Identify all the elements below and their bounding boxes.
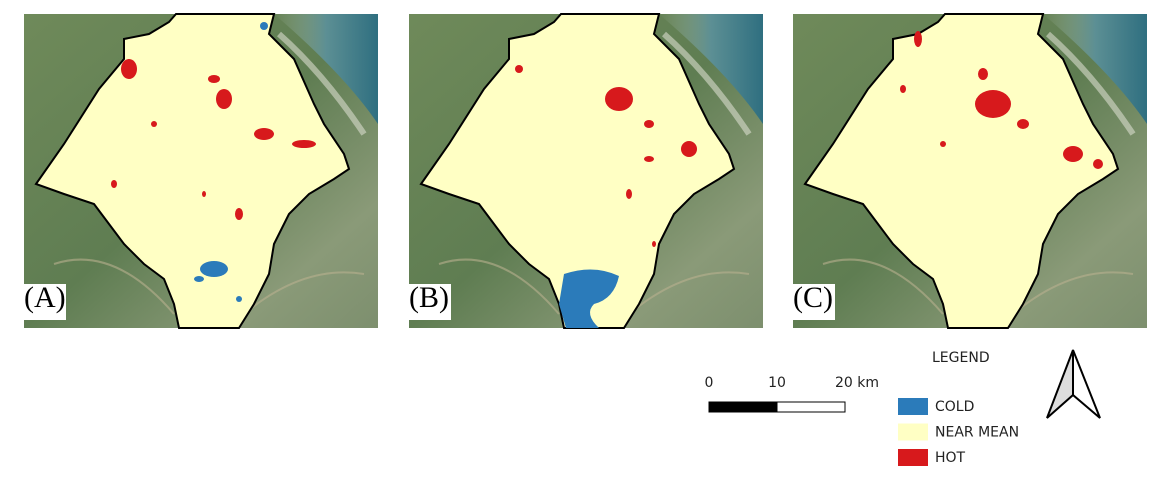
legend-label: NEAR MEAN (935, 425, 1019, 441)
north-arrow (1046, 349, 1101, 419)
scale-label: 0 (705, 375, 714, 391)
legend-label: HOT (935, 450, 966, 466)
map-panel-a (24, 14, 378, 328)
panel-label: (A) (24, 281, 66, 314)
panel-label-box (24, 284, 66, 320)
legend-label: COLD (935, 399, 974, 415)
panel-label: (B) (409, 281, 449, 314)
map-panel-c (793, 14, 1147, 328)
legend-title: LEGEND (932, 350, 990, 366)
panel-label: (C) (793, 281, 833, 314)
scale-bar (708, 401, 846, 413)
map-panel-b (409, 14, 763, 328)
legend-swatch (898, 449, 928, 466)
legend-swatch (898, 423, 928, 441)
legend-swatch (898, 398, 928, 415)
panel-label-box (409, 284, 451, 320)
scale-label: 10 (768, 375, 786, 391)
scale-label: 20 km (835, 375, 879, 391)
panel-label-box (793, 284, 835, 320)
